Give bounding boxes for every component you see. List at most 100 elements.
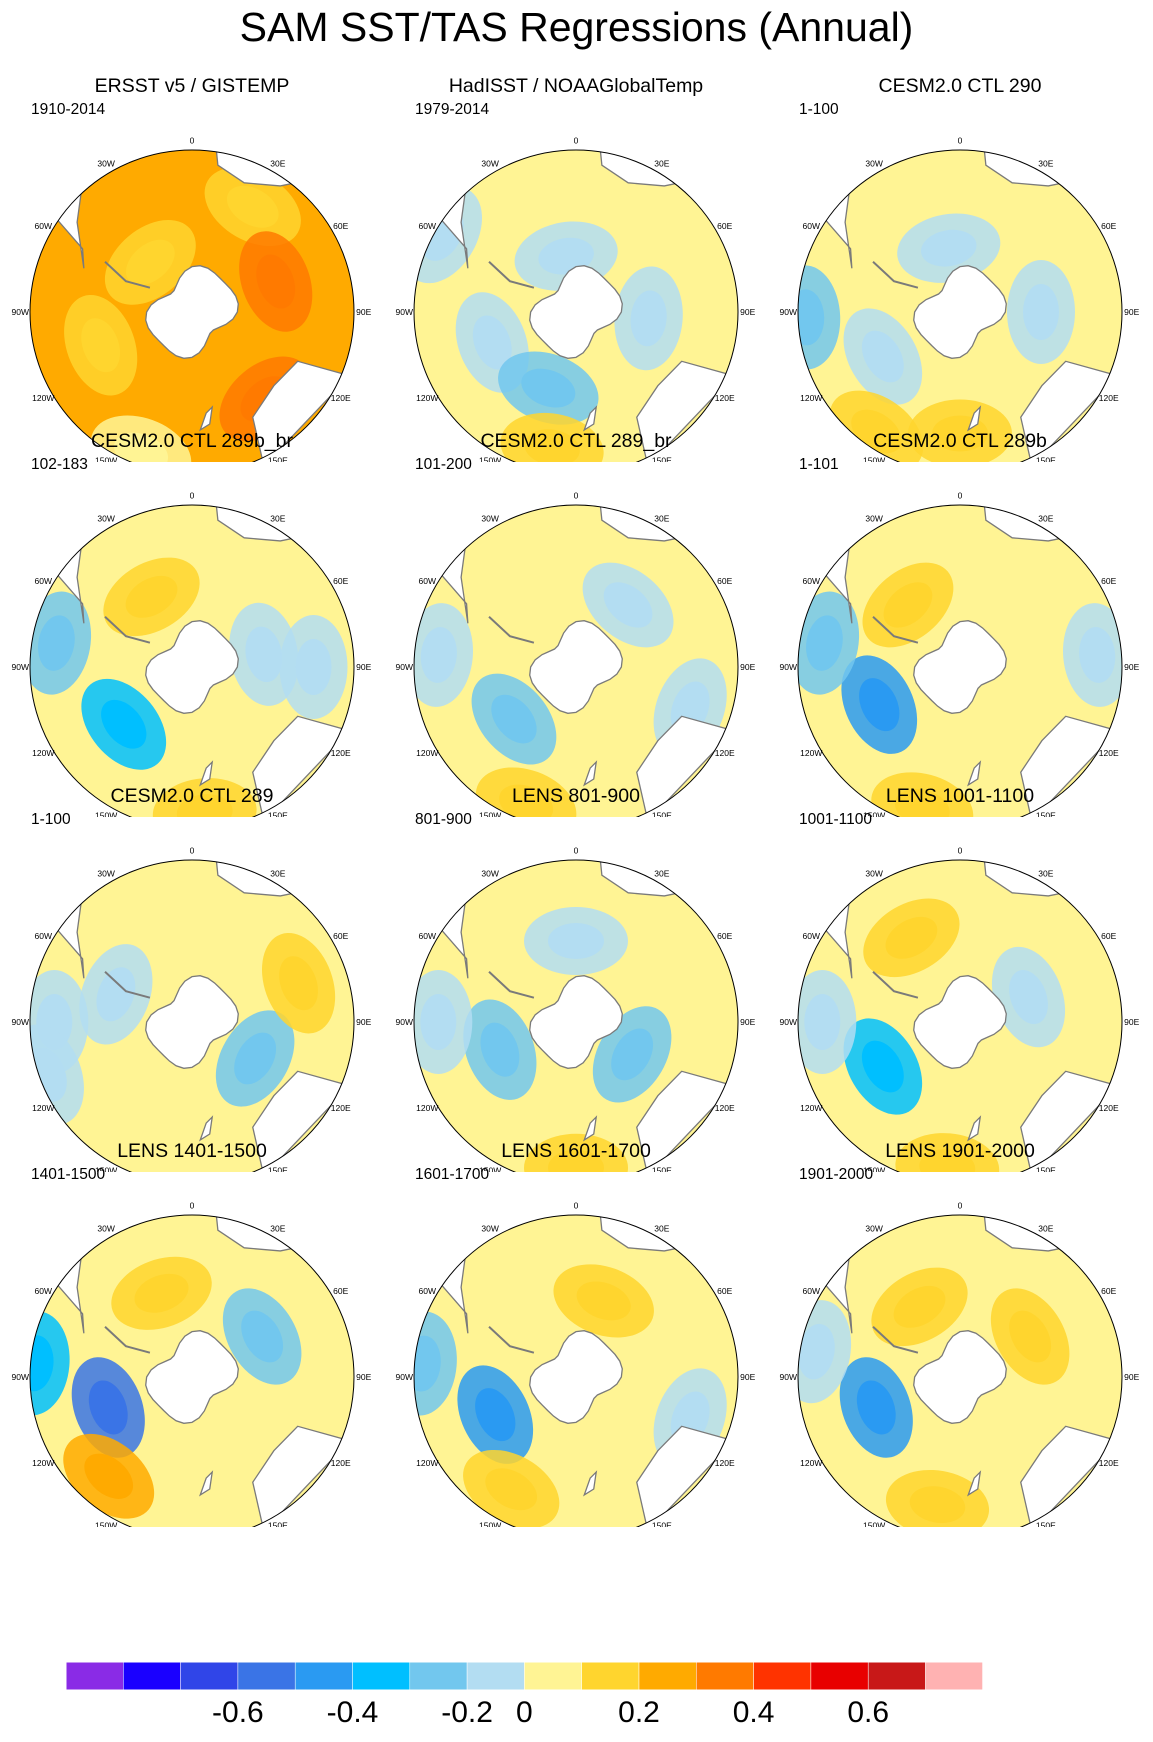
polar-map: 030E60E90E120E150E180150W120W90W60W30W [396, 135, 756, 462]
colorbar-graphic: -0.6 -0.4 -0.2 0 0.2 0.4 0.6 [65, 1662, 984, 1729]
longitude-label: 120W [800, 748, 822, 758]
new-zealand-land [583, 760, 598, 787]
longitude-label: 60E [717, 221, 732, 231]
longitude-label: 150E [652, 456, 672, 462]
new-zealand-land [967, 1470, 982, 1497]
polar-map: 030E60E90E120E150E180150W120W90W60W30W [396, 845, 756, 1172]
anomaly-core [885, 916, 938, 959]
anomaly-core [420, 627, 457, 683]
map-boundary [797, 859, 1123, 1172]
polar-map: 030E60E90E120E150E180150W120W90W60W30W [12, 845, 372, 1172]
peninsula-coast [488, 1326, 535, 1354]
panel-title: ERSST v5 / GISTEMP [94, 75, 290, 97]
map-boundary [413, 504, 739, 817]
anomaly-core [1009, 1310, 1052, 1363]
longitude-label: 150E [1036, 811, 1056, 817]
longitude-label: 30E [1038, 868, 1053, 878]
map-boundary [413, 859, 739, 1172]
anomaly-core [279, 956, 318, 1011]
map-boundary [29, 859, 355, 1172]
figure-title: SAM SST/TAS Regressions (Annual) [239, 4, 914, 50]
longitude-label: 60E [717, 931, 732, 941]
longitude-label: 90E [356, 1017, 371, 1027]
longitude-label: 30E [654, 158, 669, 168]
map-boundary [29, 1214, 355, 1527]
map-panel: LENS 801-900801-900030E60E90E120E150E180… [384, 782, 768, 1177]
longitude-label: 120E [715, 748, 735, 758]
longitude-label: 30W [481, 513, 498, 523]
colorbar-swatch [867, 1662, 926, 1691]
colorbar-tick-label: 0.2 [618, 1696, 660, 1729]
peninsula-coast [872, 971, 919, 999]
panel-period: 1910-2014 [31, 101, 106, 118]
anomaly-core [630, 290, 667, 347]
panel-period: 1601-1700 [415, 1166, 490, 1183]
anomaly-core [101, 699, 147, 749]
longitude-label: 150E [1036, 1166, 1056, 1172]
longitude-label: 90E [740, 1017, 755, 1027]
anomaly-core [1079, 627, 1116, 683]
antarctica-land [913, 1330, 1007, 1424]
longitude-label: 0 [574, 845, 579, 855]
longitude-label: 0 [190, 1200, 195, 1210]
anomaly-core [485, 1468, 538, 1511]
anomaly-core [538, 237, 594, 275]
colorbar: -0.6 -0.4 -0.2 0 0.2 0.4 0.6 [0, 1662, 1153, 1742]
polar-map: 030E60E90E120E150E180150W120W90W60W30W [780, 845, 1140, 1172]
peninsula-coast [104, 1326, 151, 1354]
longitude-label: 90W [780, 307, 797, 317]
anomaly-core [859, 678, 900, 732]
anomaly-core [611, 1028, 654, 1081]
longitude-label: 150W [95, 811, 117, 817]
longitude-label: 60W [803, 221, 820, 231]
longitude-label: 90W [780, 662, 797, 672]
longitude-label: 90W [780, 1017, 797, 1027]
anomaly-core [38, 615, 75, 671]
longitude-label: 30W [97, 1223, 114, 1233]
longitude-label: 90W [12, 307, 29, 317]
colorbar-swatch [753, 1662, 812, 1691]
longitude-label: 150E [652, 811, 672, 817]
polar-map: 030E60E90E120E150E180150W120W90W60W30W [780, 1200, 1140, 1527]
polar-map: 030E60E90E120E150E180150W120W90W60W30W [12, 1200, 372, 1527]
longitude-label: 90W [396, 1372, 413, 1382]
longitude-label: 120E [1099, 1103, 1119, 1113]
colorbar-swatch [810, 1662, 869, 1691]
peninsula-coast [104, 971, 151, 999]
longitude-label: 30W [481, 1223, 498, 1233]
polar-map: 030E60E90E120E150E180150W120W90W60W30W [396, 490, 756, 817]
colorbar-swatch [925, 1662, 984, 1691]
anomaly-core [241, 1310, 284, 1363]
map-boundary [29, 149, 355, 462]
anomaly-core [1023, 284, 1059, 340]
map-panel: LENS 1901-2000 1901-2000 0 30E 60E 90E 120E 150… [768, 1137, 1152, 1532]
longitude-label: 30W [865, 513, 882, 523]
map-boundary [797, 149, 1123, 462]
panel-period: 101-200 [415, 456, 472, 473]
longitude-label: 30W [97, 868, 114, 878]
longitude-label: 60E [333, 1286, 348, 1296]
antarctica-land [145, 265, 239, 359]
longitude-label: 90E [356, 1372, 371, 1382]
peninsula-coast [488, 261, 535, 289]
longitude-label: 0 [574, 135, 579, 145]
panel-title: LENS 801-900 [512, 785, 640, 807]
anomaly-core [480, 1022, 520, 1077]
longitude-label: 30W [865, 158, 882, 168]
map-panel: LENS 1001-1100 1001-1100 0 30E 60E 90E 120E 150… [768, 782, 1152, 1177]
anomaly-core [521, 368, 576, 408]
longitude-label: 30W [865, 1223, 882, 1233]
longitude-label: 30W [97, 513, 114, 523]
peninsula-coast [104, 261, 151, 289]
longitude-label: 30E [270, 158, 285, 168]
colorbar-swatch [409, 1662, 468, 1691]
panel-period: 1-100 [31, 811, 71, 828]
anomaly-core [176, 794, 233, 817]
new-zealand-land [967, 405, 982, 432]
antarctica-land [529, 265, 623, 359]
longitude-label: 120W [416, 1103, 438, 1113]
antarctica-land [529, 975, 623, 1069]
australia-land [636, 360, 735, 462]
anomaly-core [603, 582, 653, 628]
longitude-label: 150E [268, 811, 288, 817]
